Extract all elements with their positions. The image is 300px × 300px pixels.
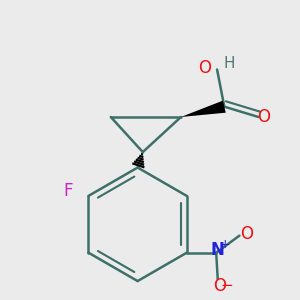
Text: O: O [257,108,270,126]
Text: O: O [199,59,212,77]
Text: +: + [220,238,230,251]
Text: H: H [223,56,235,71]
Text: −: − [220,278,233,293]
Polygon shape [181,100,226,117]
Text: N: N [211,241,225,259]
Text: O: O [213,277,226,295]
Text: O: O [240,225,253,243]
Text: F: F [64,182,73,200]
